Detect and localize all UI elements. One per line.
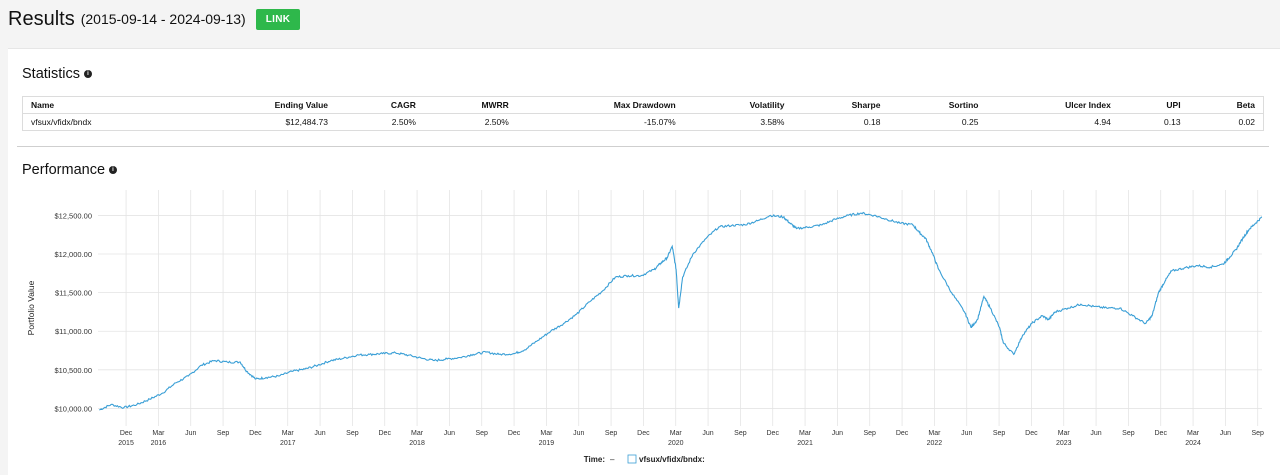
statistics-heading: Statistics i — [22, 66, 93, 82]
x-tick-label: Jun — [444, 430, 455, 437]
table-cell: $12,484.73 — [187, 113, 336, 131]
legend-time-value: – — [610, 455, 615, 464]
x-tick-label: Jun — [702, 430, 713, 437]
x-tick-label: Dec — [896, 430, 909, 437]
table-cell: 2.50% — [423, 113, 517, 131]
table-cell: 0.13 — [1118, 113, 1189, 131]
x-axis: Dec 2015 Mar 2016 Jun Sep Dec Mar 2017 Jun Sep Dec M… — [118, 430, 1264, 447]
y-axis-label: Portfolio Value — [26, 280, 36, 335]
x-tick-year-label: 2019 — [539, 440, 555, 447]
x-tick-label: Mar — [1187, 430, 1200, 437]
x-tick-label: Mar — [282, 430, 295, 437]
table-cell: vfsux/vfidx/bndx — [22, 113, 188, 131]
x-tick-label: Mar — [799, 430, 812, 437]
results-panel: Statistics i Name Ending Value CAGR MWRR Max… — [8, 48, 1280, 475]
x-tick-label: Jun — [1090, 430, 1101, 437]
x-tick-year-label: 2017 — [280, 440, 296, 447]
x-tick-year-label: 2018 — [409, 440, 425, 447]
section-divider — [17, 146, 1269, 147]
link-button[interactable]: LINK — [255, 8, 301, 30]
table-cell: 3.58% — [683, 113, 793, 131]
x-tick-label: Jun — [1220, 430, 1231, 437]
x-tick-label: Mar — [540, 430, 553, 437]
y-tick-label: $10,000.00 — [54, 404, 92, 413]
table-cell: -15.07% — [516, 113, 684, 131]
x-tick-label: Dec — [120, 430, 133, 437]
x-tick-year-label: 2023 — [1056, 440, 1072, 447]
legend-time-label: Time: — [584, 455, 605, 464]
x-tick-label: Mar — [1058, 430, 1071, 437]
table-cell: 0.25 — [888, 113, 987, 131]
x-tick-label: Jun — [573, 430, 584, 437]
statistics-title: Statistics — [22, 66, 81, 82]
x-tick-label: Jun — [314, 430, 325, 437]
x-tick-year-label: 2015 — [118, 440, 134, 447]
x-tick-label: Sep — [863, 430, 876, 437]
x-tick-label: Mar — [411, 430, 424, 437]
x-tick-label: Sep — [1251, 430, 1264, 437]
y-tick-label: $10,500.00 — [54, 366, 92, 375]
x-tick-year-label: 2021 — [797, 440, 813, 447]
x-tick-label: Mar — [928, 430, 941, 437]
results-header: Results (2015-09-14 - 2024-09-13) LINK — [8, 4, 301, 34]
info-icon[interactable]: i — [84, 70, 93, 78]
x-tick-year-label: 2016 — [151, 440, 167, 447]
y-tick-label: $11,000.00 — [55, 327, 92, 336]
x-tick-label: Jun — [185, 430, 196, 437]
x-tick-label: Mar — [670, 430, 683, 437]
info-icon[interactable]: i — [109, 166, 118, 174]
table-cell: 2.50% — [336, 113, 424, 131]
x-tick-label: Dec — [379, 430, 392, 437]
y-tick-label: $12,500.00 — [54, 211, 92, 220]
table-row: vfsux/vfidx/bndx $12,484.73 2.50% 2.50% -15.… — [22, 113, 1264, 131]
statistics-header-row: Name Ending Value CAGR MWRR Max Drawdown Vola… — [22, 96, 1264, 114]
x-tick-label: Mar — [152, 430, 165, 437]
series-line-vfsux-vfidx-bndx — [99, 211, 1263, 411]
table-cell: 0.18 — [792, 113, 889, 131]
chart-legend: Time: – vfsux/vfidx/bndx: — [584, 454, 705, 464]
results-title: Results — [8, 7, 75, 30]
date-range: (2015-09-14 - 2024-09-13) — [80, 11, 246, 27]
y-axis: $10,000.00 $10,500.00 $11,000.00 $11,500.00… — [54, 211, 92, 413]
x-tick-label: Sep — [346, 430, 359, 437]
x-tick-year-label: 2020 — [668, 440, 684, 447]
legend-series-swatch[interactable] — [627, 454, 637, 464]
x-tick-label: Sep — [605, 430, 618, 437]
y-tick-label: $12,000.00 — [54, 250, 92, 259]
legend-series-label: vfsux/vfidx/bndx: — [639, 455, 705, 464]
x-tick-label: Dec — [508, 430, 521, 437]
x-tick-year-label: 2024 — [1185, 440, 1201, 447]
performance-heading: Performance i — [22, 162, 118, 178]
x-tick-year-label: 2022 — [927, 440, 943, 447]
x-tick-label: Dec — [1025, 430, 1038, 437]
statistics-table: Name Ending Value CAGR MWRR Max Drawdown Vola… — [22, 96, 1264, 131]
x-tick-label: Sep — [993, 430, 1006, 437]
table-cell: 0.02 — [1188, 113, 1264, 131]
table-cell: 4.94 — [986, 113, 1119, 131]
performance-title: Performance — [22, 162, 106, 178]
chart-grid — [98, 190, 1262, 426]
y-tick-label: $11,500.00 — [55, 289, 92, 298]
x-tick-label: Jun — [961, 430, 972, 437]
x-tick-label: Sep — [475, 430, 488, 437]
x-tick-label: Sep — [217, 430, 230, 437]
x-tick-label: Sep — [1122, 430, 1135, 437]
x-tick-label: Dec — [249, 430, 262, 437]
x-tick-label: Sep — [734, 430, 747, 437]
x-tick-label: Jun — [832, 430, 843, 437]
x-tick-label: Dec — [637, 430, 650, 437]
x-tick-label: Dec — [767, 430, 780, 437]
x-tick-label: Dec — [1155, 430, 1168, 437]
